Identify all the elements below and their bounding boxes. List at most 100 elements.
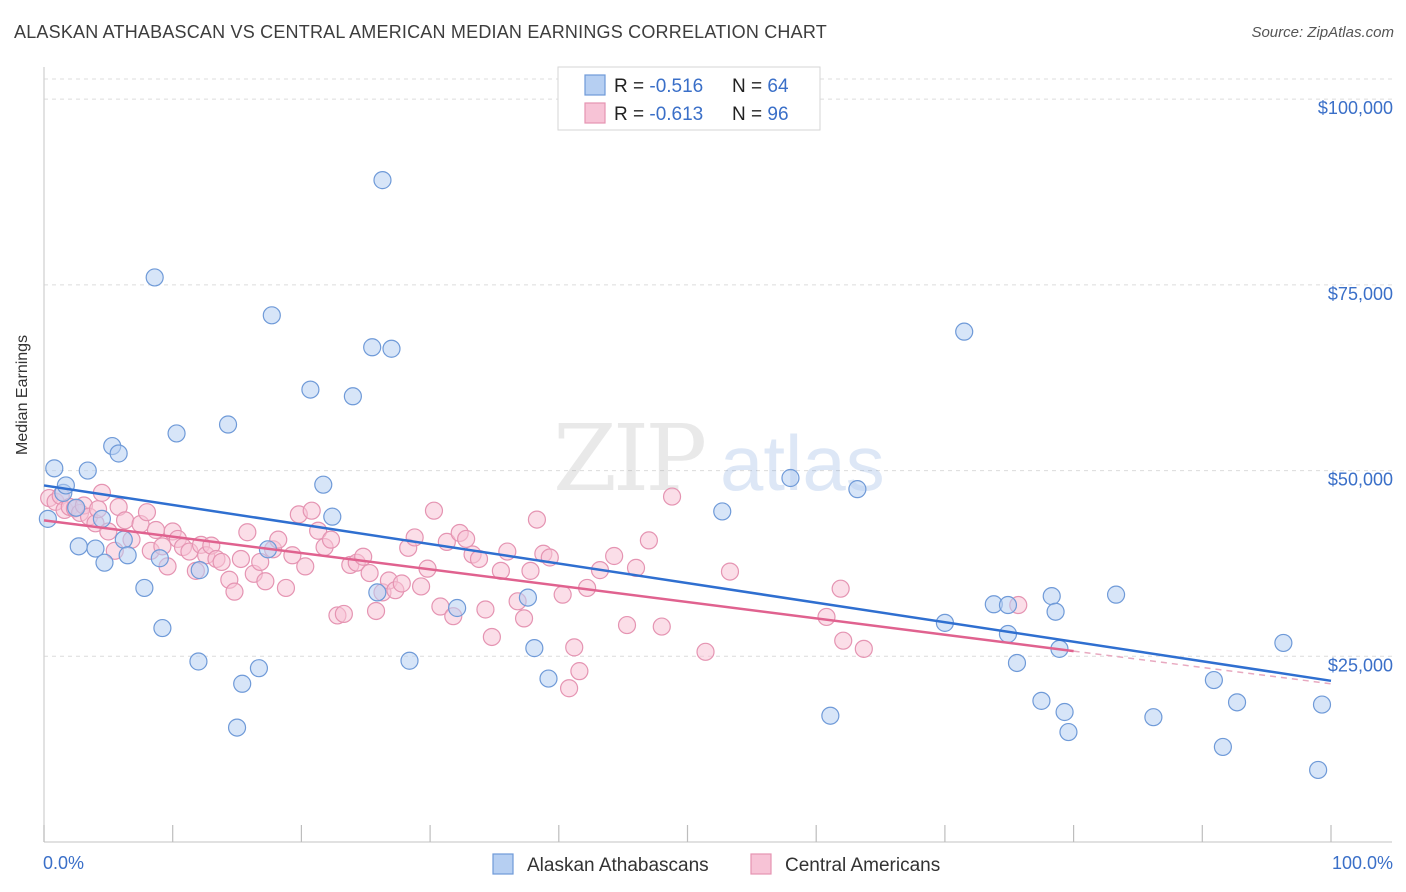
trend-lines xyxy=(43,484,1332,685)
point-alaskan-athabascans xyxy=(368,583,387,602)
central-americans-points xyxy=(40,483,1028,698)
point-alaskan-athabascans xyxy=(1312,695,1332,714)
point-alaskan-athabascans xyxy=(323,507,342,526)
point-central-americans xyxy=(476,600,495,619)
point-alaskan-athabascans xyxy=(1227,693,1247,712)
point-central-americans xyxy=(225,582,244,601)
point-alaskan-athabascans xyxy=(227,718,247,737)
watermark: ZIP atlas xyxy=(553,405,885,512)
y-tick-label: $50,000 xyxy=(1328,470,1393,490)
point-alaskan-athabascans xyxy=(539,669,558,688)
point-alaskan-athabascans xyxy=(1204,670,1223,690)
series-legend: Alaskan Athabascans Central Americans xyxy=(492,853,940,876)
point-central-americans xyxy=(411,577,431,596)
point-alaskan-athabascans xyxy=(998,595,1018,615)
point-alaskan-athabascans xyxy=(848,480,867,499)
series-legend-label: Central Americans xyxy=(785,855,940,876)
point-alaskan-athabascans xyxy=(525,639,544,658)
point-alaskan-athabascans xyxy=(1042,587,1061,606)
point-alaskan-athabascans xyxy=(343,387,362,406)
point-alaskan-athabascans xyxy=(189,652,208,671)
point-alaskan-athabascans xyxy=(448,598,467,618)
point-alaskan-athabascans xyxy=(69,537,88,556)
point-alaskan-athabascans xyxy=(190,561,209,580)
point-alaskan-athabascans xyxy=(314,475,333,494)
point-central-americans xyxy=(424,501,444,520)
point-central-americans xyxy=(276,578,296,598)
point-central-americans xyxy=(238,523,257,542)
alaskan-athabascans-points xyxy=(38,171,1332,780)
point-central-americans xyxy=(392,574,411,593)
point-central-americans xyxy=(854,639,873,658)
point-central-americans xyxy=(366,601,386,621)
series-legend-swatch xyxy=(750,853,772,875)
point-central-americans xyxy=(639,531,658,550)
point-central-americans xyxy=(565,638,584,657)
point-central-americans xyxy=(231,549,251,569)
point-central-americans xyxy=(137,503,157,522)
point-alaskan-athabascans xyxy=(1144,708,1163,727)
point-alaskan-athabascans xyxy=(167,424,186,443)
point-central-americans xyxy=(482,627,501,647)
point-alaskan-athabascans xyxy=(1032,691,1051,710)
point-central-americans xyxy=(652,617,671,636)
point-alaskan-athabascans xyxy=(1309,760,1328,780)
legend-swatch xyxy=(584,74,606,96)
point-alaskan-athabascans xyxy=(1106,585,1126,604)
point-alaskan-athabascans xyxy=(95,553,114,572)
trend-central-americans xyxy=(43,519,1074,653)
point-central-americans xyxy=(302,501,321,520)
axes: 0.0% 100.0% xyxy=(43,67,1393,873)
point-alaskan-athabascans xyxy=(382,339,401,358)
point-central-americans xyxy=(834,631,853,650)
point-alaskan-athabascans xyxy=(109,444,128,463)
y-tick-label: $75,000 xyxy=(1328,284,1393,304)
point-central-americans xyxy=(696,642,715,661)
source-credit: Source: ZipAtlas.com xyxy=(1251,24,1394,41)
stats-legend: R = -0.516 N = 64 R = -0.613 N = 96 xyxy=(557,66,821,131)
point-central-americans xyxy=(360,563,379,583)
trend-alaskan-athabascans xyxy=(43,484,1332,683)
point-central-americans xyxy=(720,562,740,581)
point-central-americans xyxy=(570,662,589,681)
y-tick-label: $100,000 xyxy=(1318,98,1393,118)
point-central-americans xyxy=(553,585,572,604)
point-alaskan-athabascans xyxy=(1059,722,1078,742)
point-central-americans xyxy=(662,487,682,506)
point-alaskan-athabascans xyxy=(1055,702,1074,722)
point-alaskan-athabascans xyxy=(153,618,172,638)
point-alaskan-athabascans xyxy=(998,624,1018,644)
point-central-americans xyxy=(321,530,341,549)
point-alaskan-athabascans xyxy=(86,539,105,558)
point-alaskan-athabascans xyxy=(150,549,169,568)
x-tick-label: 0.0% xyxy=(43,853,84,873)
chart-title: ALASKAN ATHABASCAN VS CENTRAL AMERICAN M… xyxy=(14,22,827,42)
point-central-americans xyxy=(256,572,275,591)
point-alaskan-athabascans xyxy=(373,171,392,190)
series-legend-swatch xyxy=(492,853,514,875)
point-central-americans xyxy=(831,579,850,598)
point-alaskan-athabascans xyxy=(92,509,112,528)
point-alaskan-athabascans xyxy=(114,530,133,549)
point-alaskan-athabascans xyxy=(1213,737,1232,757)
point-alaskan-athabascans xyxy=(262,306,281,325)
point-central-americans xyxy=(527,510,547,529)
point-alaskan-athabascans xyxy=(45,459,64,478)
point-central-americans xyxy=(115,511,135,530)
point-alaskan-athabascans xyxy=(713,502,732,521)
point-alaskan-athabascans xyxy=(145,268,164,287)
point-alaskan-athabascans xyxy=(781,468,800,488)
point-alaskan-athabascans xyxy=(218,415,238,434)
legend-stats: R = -0.613 N = 96 xyxy=(614,104,789,125)
point-alaskan-athabascans xyxy=(400,651,419,670)
point-central-americans xyxy=(296,557,315,576)
legend-swatch xyxy=(584,102,606,124)
point-alaskan-athabascans xyxy=(518,588,538,607)
point-central-americans xyxy=(617,615,637,635)
watermark-zip: ZIP xyxy=(553,405,704,512)
point-alaskan-athabascans xyxy=(1007,653,1027,673)
point-alaskan-athabascans xyxy=(955,322,974,341)
series-legend-label: Alaskan Athabascans xyxy=(527,855,709,876)
point-central-americans xyxy=(334,604,353,624)
